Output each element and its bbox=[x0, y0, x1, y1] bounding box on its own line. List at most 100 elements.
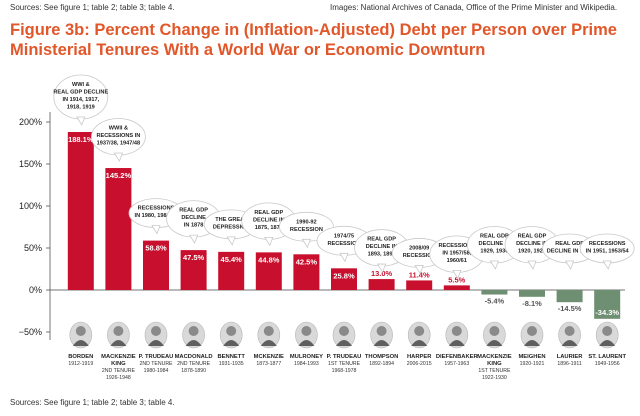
value-label: 145.2% bbox=[106, 171, 132, 180]
portrait-shoulders bbox=[599, 340, 616, 346]
annotation-text: IN 1878 bbox=[184, 223, 204, 229]
annotation-text: REAL GDP bbox=[367, 237, 396, 243]
pm-tenure: 1957-1963 bbox=[444, 361, 469, 367]
portrait-shoulders bbox=[561, 340, 578, 346]
pm-name: MACKENZIE bbox=[477, 354, 512, 360]
value-label: -5.4% bbox=[485, 297, 505, 306]
portrait-head bbox=[602, 326, 613, 336]
portrait-head bbox=[263, 326, 274, 336]
annotation-text: 1920, 1921 bbox=[518, 249, 546, 255]
pm-name: MCKENZIE bbox=[254, 354, 284, 360]
annotation-text: 1974/75 bbox=[334, 233, 354, 239]
annotation-text: RECESSION bbox=[328, 241, 361, 247]
pm-portrait bbox=[407, 321, 431, 349]
portrait-head bbox=[113, 326, 124, 336]
value-label: 47.5% bbox=[183, 253, 205, 262]
top-images-credit: Images: National Archives of Canada, Off… bbox=[330, 3, 618, 12]
pm-tenure: 2ND TENURE bbox=[102, 368, 136, 374]
annotation-text: DECLINE IN bbox=[479, 241, 511, 247]
y-tick-label: 100% bbox=[19, 201, 42, 211]
pm-portrait bbox=[558, 321, 581, 349]
annotation-text: RECESSIONS bbox=[438, 243, 475, 249]
pm-portrait bbox=[520, 321, 544, 349]
value-label: 188.1% bbox=[68, 135, 94, 144]
annotation-text: DECLINE IN bbox=[253, 217, 285, 223]
annotation-bubble-tail bbox=[527, 260, 537, 270]
pm-name: ST. LAURENT bbox=[588, 354, 626, 360]
portrait-head bbox=[451, 326, 462, 336]
annotation-bubble-tail bbox=[414, 265, 424, 275]
bar bbox=[218, 251, 245, 290]
pm-portrait bbox=[219, 321, 243, 349]
portrait-shoulders bbox=[260, 340, 277, 346]
bar bbox=[143, 240, 169, 290]
pm-name: KING bbox=[111, 361, 126, 367]
annotation-text: IN 1914, 1917, bbox=[62, 97, 99, 103]
value-label: 45.4% bbox=[221, 255, 243, 264]
annotation-bubble: RECESSIONS IN 1951, 1953/54 bbox=[579, 233, 635, 270]
top-sources-text: Sources: See figure 1; table 2; table 3;… bbox=[10, 3, 175, 12]
pm-name: P. TRUDEAU bbox=[139, 354, 174, 360]
bar bbox=[105, 168, 132, 290]
portrait-shoulders bbox=[148, 340, 164, 346]
annotation-text: 1937/38, 1947/48 bbox=[97, 141, 141, 147]
portrait-head bbox=[339, 326, 349, 336]
annotation-text: RECESSION bbox=[290, 227, 323, 233]
pm-tenure: 1980-1984 bbox=[144, 368, 169, 374]
pm-tenure: 1896-1911 bbox=[557, 361, 582, 367]
portrait-head bbox=[414, 326, 425, 336]
value-label: 44.8% bbox=[258, 255, 280, 264]
pm-name: MACDONALD bbox=[175, 354, 213, 360]
value-label: 58.8% bbox=[145, 244, 167, 253]
pm-portrait bbox=[370, 321, 393, 349]
pm-portrait bbox=[257, 321, 281, 349]
portrait-head bbox=[188, 326, 199, 336]
pm-portrait bbox=[107, 321, 130, 349]
annotation-text: DECLINE IN bbox=[516, 241, 548, 247]
pm-name: KING bbox=[487, 361, 502, 367]
pm-name: THOMPSON bbox=[365, 354, 399, 360]
portrait-shoulders bbox=[72, 340, 89, 346]
pm-tenure: 1984-1993 bbox=[294, 361, 319, 367]
annotation-bubble: WWII &RECESSIONS IN 1937/38, 1947/48 bbox=[91, 118, 146, 162]
pm-name: HARPER bbox=[407, 354, 432, 360]
annotation-bubble-tail bbox=[564, 260, 575, 270]
annotation-text: REAL GDP bbox=[518, 234, 547, 240]
annotation-text: 1893, 1894 bbox=[368, 252, 397, 258]
annotation-text: REAL GDP bbox=[480, 234, 509, 240]
portrait-shoulders bbox=[223, 340, 240, 346]
annotation-bubble-tail bbox=[226, 236, 236, 246]
value-label: -8.1% bbox=[522, 299, 542, 308]
annotation-bubble-tail bbox=[489, 260, 499, 270]
y-tick-label: 150% bbox=[19, 159, 42, 169]
bar bbox=[443, 285, 470, 290]
annotation-text: DECLINE IN 1908 bbox=[547, 249, 593, 255]
portrait-head bbox=[151, 326, 161, 336]
annotation-text: REAL GDP bbox=[179, 208, 208, 214]
pm-tenure: 2ND TENURE bbox=[177, 361, 211, 367]
bar bbox=[293, 254, 320, 290]
portrait-shoulders bbox=[336, 340, 352, 346]
annotation-bubble-tail bbox=[264, 236, 274, 247]
pm-name: BENNETT bbox=[218, 354, 246, 360]
annotation-bubble-tail bbox=[339, 252, 349, 263]
pm-tenure: 1968-1978 bbox=[332, 368, 357, 374]
pm-portrait bbox=[182, 321, 205, 349]
pm-tenure: 1878-1890 bbox=[181, 368, 206, 374]
pm-name: MULRONEY bbox=[290, 354, 323, 360]
portrait-shoulders bbox=[185, 340, 202, 346]
pm-tenure: 1ST TENURE bbox=[328, 361, 361, 367]
pm-name: BORDEN bbox=[68, 354, 93, 360]
footer-sources: Sources: See figure 1; table 2; table 3;… bbox=[10, 398, 175, 407]
pm-tenure: 2ND TENURE bbox=[139, 361, 173, 367]
annotation-text: WWII & bbox=[109, 126, 128, 132]
annotation-bubble-tail bbox=[376, 263, 387, 273]
chart-title: Figure 3b: Percent Change in (Inflation-… bbox=[10, 20, 630, 60]
top-source-line: Sources: See figure 1; table 2; table 3;… bbox=[0, 0, 640, 14]
pm-portrait bbox=[295, 321, 318, 349]
pm-portrait bbox=[595, 321, 619, 349]
portrait-shoulders bbox=[486, 340, 503, 346]
annotation-bubble-tail bbox=[301, 238, 311, 249]
portrait-head bbox=[527, 326, 537, 336]
